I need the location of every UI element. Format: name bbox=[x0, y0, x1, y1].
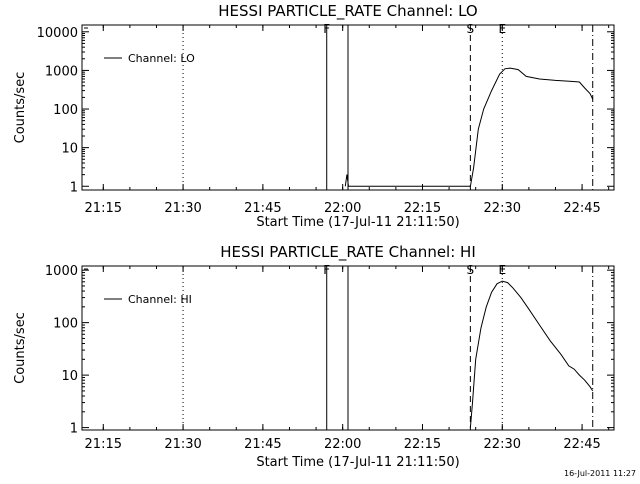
x-tick-label: 22:15 bbox=[404, 437, 441, 452]
flag-label: F bbox=[323, 263, 330, 277]
x-tick-label: 21:15 bbox=[85, 201, 122, 216]
series-line bbox=[469, 280, 594, 428]
y-tick-label: 10 bbox=[61, 369, 78, 384]
x-tick-label: 21:45 bbox=[244, 201, 281, 216]
x-tick-label: 22:00 bbox=[324, 201, 361, 216]
y-tick-label: 100 bbox=[53, 317, 78, 332]
chart-title: HESSI PARTICLE_RATE Channel: HI bbox=[220, 243, 476, 262]
x-tick-label: 22:45 bbox=[563, 201, 600, 216]
x-tick-label: 21:15 bbox=[85, 437, 122, 452]
legend-label: Channel: HI bbox=[128, 293, 192, 306]
flag-label: S bbox=[467, 263, 475, 277]
y-tick-label: 1 bbox=[70, 422, 78, 437]
y-tick-label: 1000 bbox=[45, 264, 78, 279]
y-tick-label: 100 bbox=[53, 103, 78, 118]
x-axis-label: Start Time (17-Jul-11 21:11:50) bbox=[256, 455, 459, 470]
x-tick-label: 21:30 bbox=[164, 201, 201, 216]
x-tick-label: 22:45 bbox=[563, 437, 600, 452]
x-tick-label: 22:30 bbox=[484, 437, 521, 452]
series-line bbox=[344, 67, 594, 187]
y-tick-label: 10 bbox=[61, 142, 78, 157]
x-tick-label: 21:30 bbox=[164, 437, 201, 452]
x-tick-label: 22:00 bbox=[324, 437, 361, 452]
flag-label: E bbox=[498, 263, 506, 277]
timestamp: 16-Jul-2011 11:27 bbox=[564, 469, 636, 478]
y-axis-label: Counts/sec bbox=[13, 72, 28, 144]
x-tick-label: 22:15 bbox=[404, 201, 441, 216]
flag-label: F bbox=[323, 22, 330, 36]
y-axis-label: Counts/sec bbox=[13, 312, 28, 384]
legend-label: Channel: LO bbox=[128, 52, 195, 65]
y-tick-label: 1 bbox=[70, 180, 78, 195]
x-tick-label: 22:30 bbox=[484, 201, 521, 216]
x-tick-label: 21:45 bbox=[244, 437, 281, 452]
y-tick-label: 1000 bbox=[45, 64, 78, 79]
x-axis-label: Start Time (17-Jul-11 21:11:50) bbox=[256, 215, 459, 230]
flag-label: E bbox=[498, 22, 506, 36]
flag-label: S bbox=[467, 22, 475, 36]
y-tick-label: 10000 bbox=[37, 26, 78, 41]
panel-hi: HESSI PARTICLE_RATE Channel: HI 21:15 21:3… bbox=[13, 243, 615, 470]
panel-lo: HESSI PARTICLE_RATE Channel: LO 21:15 21:3… bbox=[13, 2, 615, 230]
chart-title: HESSI PARTICLE_RATE Channel: LO bbox=[218, 2, 477, 21]
